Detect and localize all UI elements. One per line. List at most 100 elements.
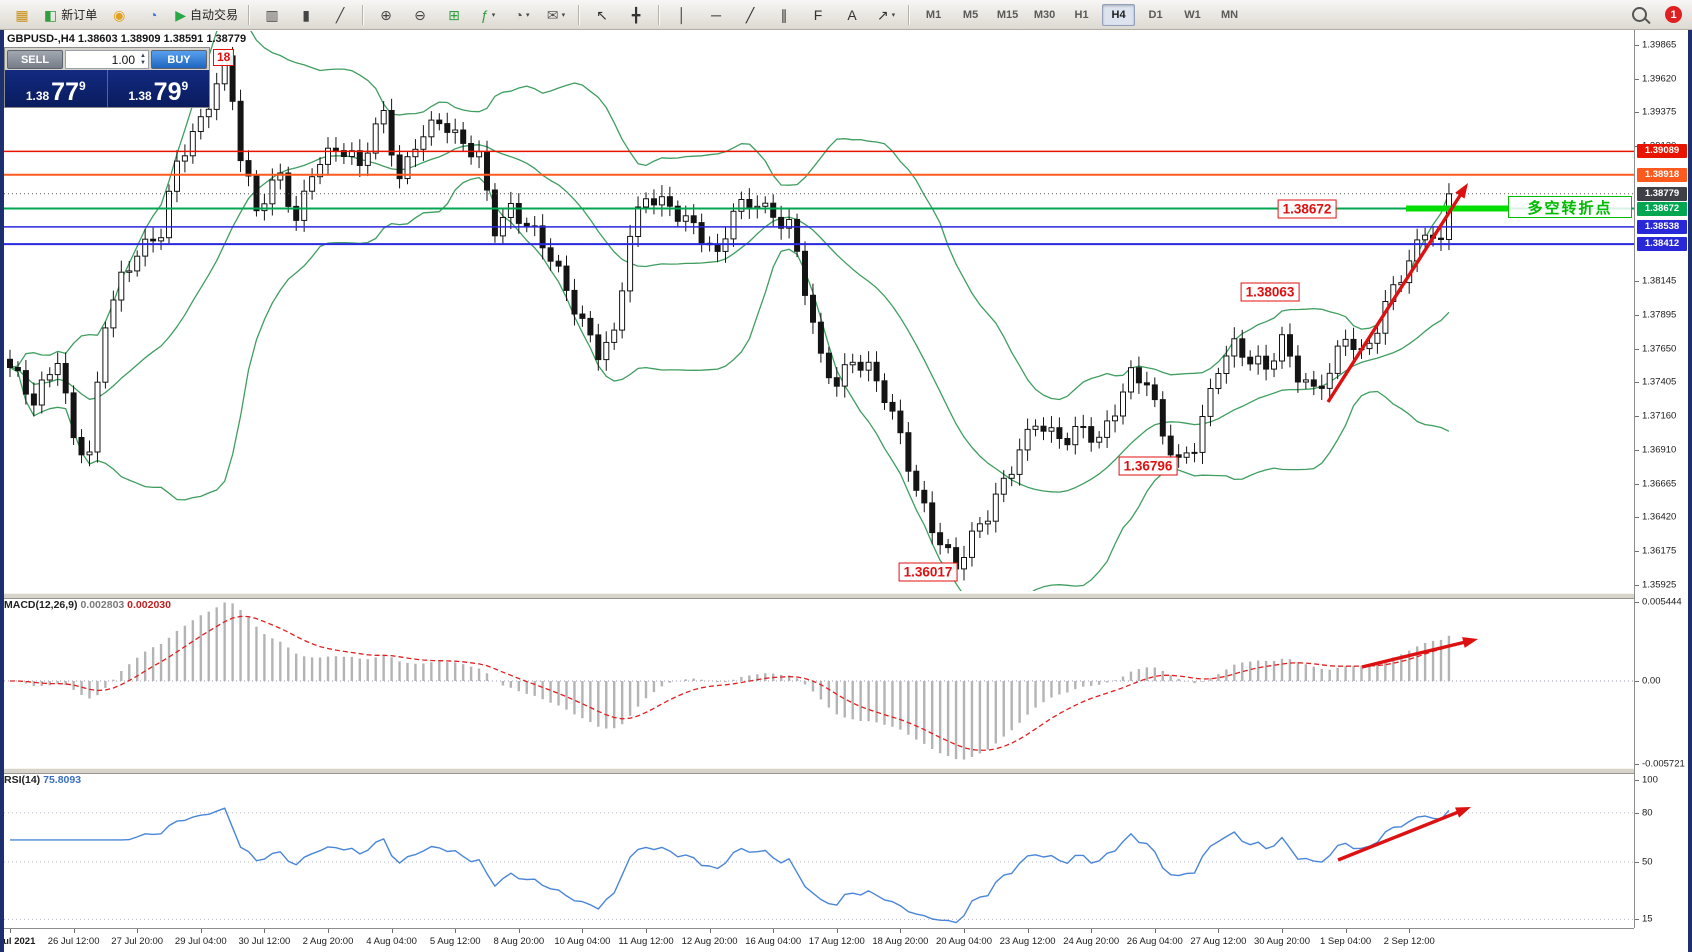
macd-signal-value: 0.002030 [127,599,171,611]
price-tag-1.38779[interactable]: 1.38779 [1637,186,1687,201]
price-tag-1.38672[interactable]: 1.38672 [1637,201,1687,216]
toolbar-right-group: 1 [1623,3,1686,27]
panel-splitter-macd[interactable] [0,593,1634,599]
axis-tick [1635,45,1639,46]
rsi-indicator-label: RSI(14) 75.8093 [4,774,81,786]
indicators-icon: ƒ [480,6,489,23]
text-label-icon: A [847,6,857,23]
time-axis-label: 11 Aug 12:00 [618,936,674,947]
axis-tick [1635,78,1639,80]
axis-tick [1154,929,1156,933]
axis-tick [900,929,902,933]
axis-tick [646,929,647,933]
price-tag-1.38918[interactable]: 1.38918 [1637,167,1687,182]
timeframe-h4[interactable]: H4 [1102,3,1136,26]
trend-arrow-rsi[interactable] [1337,807,1471,862]
periods-icon: ◔ [514,6,524,23]
horizontal-line-button[interactable]: ─ [700,3,732,27]
autotrading-button-label: 自动交易 [190,8,239,22]
macd-main-value: 0.002803 [80,599,125,611]
axis-tick [1091,929,1093,933]
panel-splitter-rsi[interactable] [0,768,1634,774]
bollinger-band-m[interactable] [9,144,1450,493]
price-axis[interactable]: 1.398651.396201.393751.391301.381451.378… [1634,30,1690,928]
time-axis-label: 12 Aug 20:00 [681,936,738,947]
cursor-button[interactable]: ↖ [586,3,618,27]
axis-tick [10,929,11,933]
timeframe-h1[interactable]: H1 [1074,8,1089,21]
bar-chart-icon: ▥ [265,6,279,23]
timeframe-mn[interactable]: MN [1220,8,1239,21]
text-label-button[interactable]: A [836,3,868,27]
time-axis-label: 8 Aug 20:00 [493,936,545,947]
zoom-out-button[interactable]: ⊖ [404,3,436,27]
time-axis-label: 4 Aug 04:00 [366,936,417,947]
price-axis-label: 1.35925 [1642,579,1677,591]
autotrading-button[interactable]: ▶ 自动交易 [171,3,242,27]
time-axis-label: 26 Jul 2021 [0,936,36,947]
turning-point-text-label[interactable]: 多空转折点 [1508,196,1632,218]
buy-price-big: 79 [153,77,182,106]
rsi-panel [0,807,1634,924]
bollinger-band-l[interactable] [9,176,1450,614]
timeframe-w1[interactable]: W1 [1184,8,1201,21]
indicators-button[interactable]: ƒ ▾ [472,3,504,27]
buy-button[interactable]: BUY [151,50,207,69]
price-tag-1.39089[interactable]: 1.39089 [1637,144,1687,159]
axis-tick [1635,602,1639,603]
axis-tick [1635,585,1639,586]
toolbar: ▦ ◧ 新订单 ◉ ◔ ▶ 自动交易 ▥ ▮ ╱ ⊕ ⊖ ⊞ ƒ ▾ ◔ ▾ ✉ ▾ ↖ ╋ │ ─ ╱ ∥ F A ↗ ▾ M1 M5 M1… [0,0,1692,30]
price-tag-1.38412[interactable]: 1.38412 [1637,237,1687,252]
bollinger-band-u[interactable] [9,0,1450,401]
periods-button[interactable]: ◔ ▾ [506,3,538,27]
candlestick-chart-button[interactable]: ▮ [290,3,322,27]
buy-quote[interactable]: 1.38 79 9 [108,70,210,107]
templates-button[interactable]: ✉ ▾ [540,3,572,27]
timeframe-m1[interactable]: M1 [925,8,942,21]
timeframe-m15[interactable]: M15 [996,8,1019,21]
sell-price-pip: 9 [78,79,86,93]
quote-display: 1.38 77 9 1.38 79 9 [5,70,209,107]
axis-tick [964,929,965,933]
tile-windows-button[interactable]: ⊞ [438,3,470,27]
equidistant-channel-button[interactable]: ∥ [768,3,800,27]
axis-tick [1282,929,1283,933]
fibonacci-button[interactable]: F [802,3,834,27]
crosshair-button[interactable]: ╋ [620,3,652,27]
charts-button[interactable]: ▦ [6,3,38,27]
sell-quote[interactable]: 1.38 77 9 [5,70,108,107]
macd-name: MACD(12,26,9) [4,599,78,611]
volume-spin-arrows-icon[interactable]: ▲ ▼ [140,53,146,66]
sell-button[interactable]: SELL [7,50,63,69]
notification-badge[interactable]: 1 [1665,6,1682,23]
bar-chart-button[interactable]: ▥ [256,3,288,27]
axis-tick [455,929,457,933]
timeframe-d1[interactable]: D1 [1148,8,1163,21]
time-axis[interactable]: 26 Jul 2021 26 Jul 12:00 27 Jul 20:00 29 Ju… [0,928,1634,952]
order-flag[interactable]: 18 [213,49,235,66]
chevron-down-icon: ▾ [491,11,496,19]
timeframe-m5[interactable]: M5 [962,8,979,21]
market-button[interactable]: ◉ [103,3,135,27]
trend-arrow-main[interactable] [1326,183,1468,403]
trend-arrow-macd[interactable] [1361,637,1478,669]
trendline-button[interactable]: ╱ [734,3,766,27]
arrows-object-button[interactable]: ↗ ▾ [870,3,902,27]
price-axis-label: 100 [1642,774,1658,786]
vertical-line-button[interactable]: │ [666,3,698,27]
toolbar-separator [362,4,365,25]
new-order-button[interactable]: ◧ 新订单 [40,3,101,27]
axis-tick [1635,483,1639,485]
toolbar-separator [578,4,581,25]
line-chart-button[interactable]: ╱ [324,3,356,27]
search-button[interactable] [1623,3,1655,27]
axis-tick [1635,780,1639,781]
price-tag-1.38538[interactable]: 1.38538 [1637,219,1687,234]
price-axis-label: 1.39865 [1642,39,1677,51]
zoom-in-button[interactable]: ⊕ [370,3,402,27]
volume-stepper[interactable]: 1.00 ▲ ▼ [65,50,149,69]
timeframe-m30[interactable]: M30 [1033,8,1056,21]
time-axis-label: 20 Aug 04:00 [936,936,992,947]
community-button[interactable]: ◔ [137,3,169,27]
